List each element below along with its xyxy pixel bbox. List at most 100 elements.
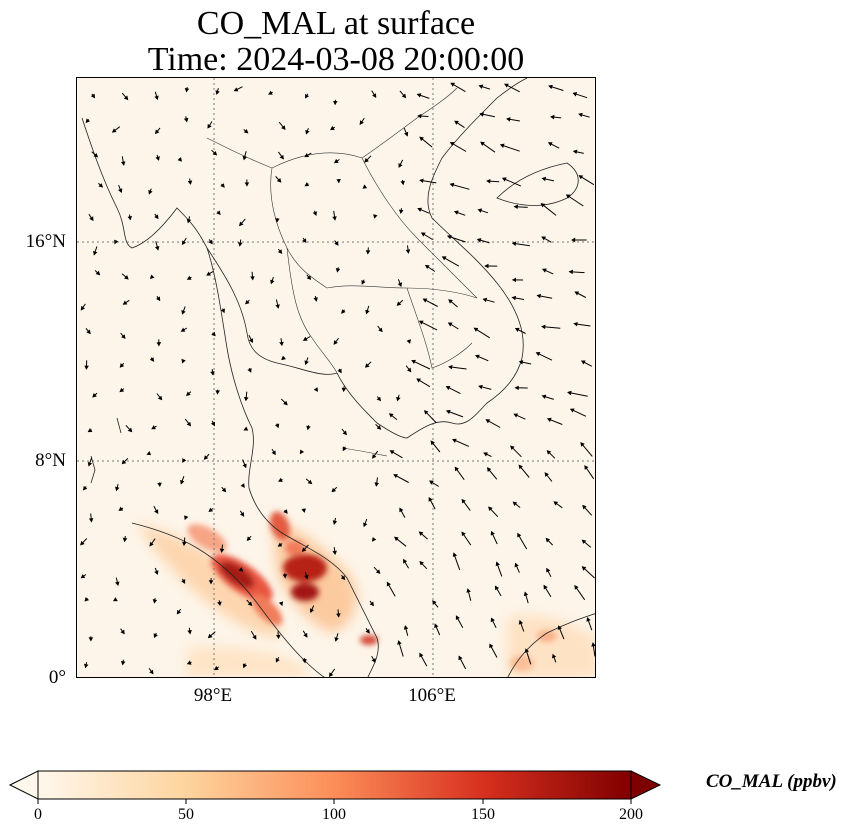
map-title: CO_MAL at surface [196,5,476,42]
wind-arrow-head [394,536,399,542]
wind-arrow [502,177,522,187]
colorbar-max-extend [630,770,662,800]
wind-arrow-head [483,452,488,457]
wind-arrow-head [88,637,94,642]
wind-arrow-head [187,180,193,185]
wind-arrow-head [270,279,275,285]
wind-arrow-head [372,454,377,459]
wind-arrow-head [151,425,156,430]
wind-arrow-head [215,90,220,95]
wind-arrow-head [518,360,524,365]
wind-arrow-head [411,359,416,364]
wind-arrow-head [243,129,249,134]
wind-arrow-head [304,360,309,366]
wind-arrow [442,256,460,267]
colorbar-tick-0: 0 [34,806,42,823]
wind-arrow-head [82,485,88,491]
wind-arrow-head [373,214,378,219]
wind-arrow-head [406,339,411,344]
map-canvas [77,78,595,677]
colorbar-tick-200: 200 [619,806,643,823]
wind-arrow-head [403,558,408,564]
wind-arrow-head [405,249,411,254]
wind-arrow-head [490,530,495,536]
wind-arrow-head [543,584,548,590]
wind-arrow-head [573,321,578,327]
wind-arrow-head [574,584,579,590]
wind-arrow-head [329,672,334,677]
wind-arrow-head [334,241,339,246]
wind-arrow-head [396,396,401,402]
wind-arrow-head [441,256,447,261]
wind-arrow-head [494,585,500,591]
wind-arrow-head [550,114,555,120]
wind-arrow-head [404,131,409,137]
wind-arrow-head [572,92,578,97]
wind-arrow-head [302,238,307,244]
wind-arrow-head [154,246,160,251]
wind-arrow [450,183,470,190]
wind-arrow-head [87,428,93,433]
colorbar-gradient [37,770,632,800]
wind-arrow-head [545,537,551,543]
wind-arrow-head [215,390,220,395]
wind-arrow-head [210,371,215,376]
wind-arrow-head [233,87,239,92]
wind-arrow-head [153,633,158,639]
wind-arrow-head [452,552,458,558]
wind-arrow-head [518,464,523,470]
wind-arrow-head [484,263,489,269]
hotspot-borneo [537,630,557,642]
wind-arrow-head [84,596,90,602]
wind-arrow-head [523,591,529,597]
wind-arrow-head [271,450,276,456]
wind-arrow-head [187,629,192,635]
wind-arrow-head [304,574,309,580]
wind-arrow-head [90,93,96,99]
wind-arrow-head [342,446,347,452]
wind-arrow-head [548,84,553,90]
wind-arrow-head [114,239,119,245]
wind-arrow-head [517,532,522,538]
wind-arrow-head [389,450,395,455]
wind-arrow-head [277,542,283,547]
wind-arrow-head [461,498,466,504]
wind-arrow-head [536,293,541,299]
wind-arrow-head [306,275,312,280]
wind-arrow-head [220,308,225,314]
wind-arrow-head [362,184,368,189]
wind-arrow-head [495,561,500,567]
wind-arrow-head [454,466,459,472]
wind-arrow [411,360,431,370]
wind-arrow-head [309,608,315,613]
wind-arrow-head [220,183,225,188]
wind-arrow-head [489,643,494,649]
wind-arrow-head [238,221,244,227]
wind-arrow-head [208,507,214,513]
wind-arrow-head [156,342,162,347]
wind-arrow-head [313,297,318,302]
wind-arrow-head [279,341,284,347]
colorbar-label: CO_MAL (ppbv) [706,771,837,792]
wind-arrow-head [154,95,159,101]
wind-arrow-head [461,531,466,537]
wind-arrow-head [95,270,101,276]
wind-arrow-head [176,609,182,615]
wind-arrow-head [417,207,422,212]
colorbar-min-extend [8,770,39,800]
wind-arrow-head [403,625,409,630]
wind-arrow-head [544,472,549,477]
wind-arrow-head [447,322,453,327]
wind-arrow-head [466,588,471,593]
wind-arrow-head [372,93,377,99]
wind-arrow-head [181,358,186,364]
wind-arrow-head [274,423,280,429]
wind-arrow [419,320,438,331]
wind-arrow-head [305,129,310,135]
wind-arrow-head [180,479,185,485]
wind-arrow-head [364,158,369,163]
wind-arrow-head [478,384,483,390]
wind-arrow-head [393,474,398,479]
wind-arrow-head [514,327,520,332]
wind-arrow-head [80,540,85,546]
